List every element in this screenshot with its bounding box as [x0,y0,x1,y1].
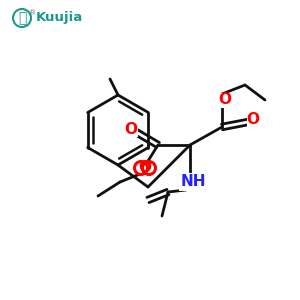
Circle shape [13,9,31,27]
Text: O: O [247,112,260,128]
Text: Ⓚ: Ⓚ [18,11,26,25]
Text: O: O [124,122,137,136]
Text: NH: NH [180,175,206,190]
Text: ®: ® [29,10,36,16]
Text: Kuujia: Kuujia [36,11,83,25]
Text: O: O [139,160,152,175]
Text: O: O [218,92,232,107]
